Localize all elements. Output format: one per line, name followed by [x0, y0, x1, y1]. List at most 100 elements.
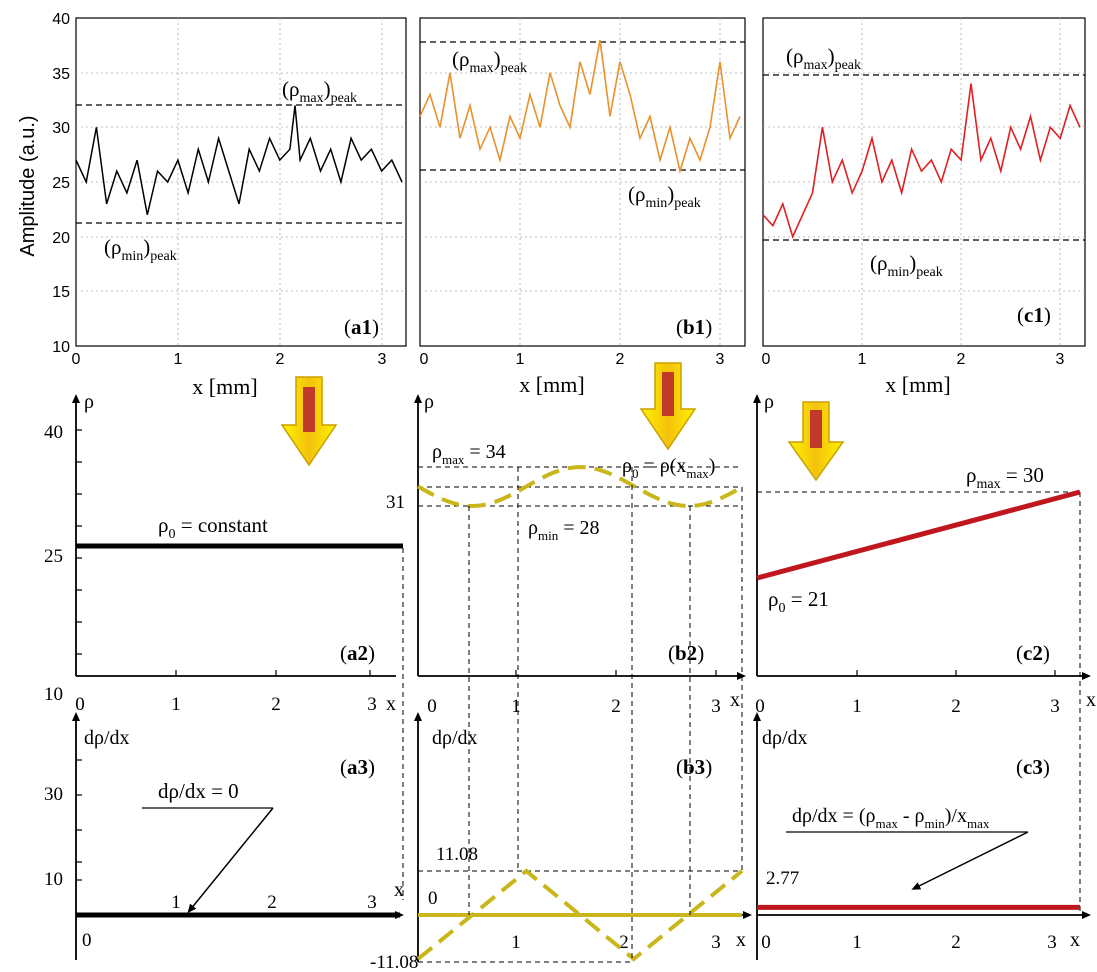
panel-label-b1: (b1) — [676, 315, 712, 339]
panel-a1: 10 15 20 25 30 35 40 0 1 2 3 x [mm] (ρma… — [52, 11, 407, 399]
panel-label-a1: (a1) — [344, 315, 379, 339]
x-tick-0: 0 — [75, 694, 85, 715]
panel-b1: 0 1 2 3 x [mm] (ρmax)peak (ρmin)peak (b1… — [419, 17, 746, 397]
y-tick-15: 15 — [52, 284, 70, 301]
x-axis-label-b3: x — [736, 929, 746, 951]
x-tick-1: 1 — [511, 696, 521, 717]
neg-value-b3: -11.08 — [370, 952, 418, 972]
x-tick-2: 2 — [267, 892, 277, 913]
rho-max-label-b2: ρmax = 34 — [432, 441, 506, 467]
panel-a2: ρ 40 25 10 0 1 2 3 x ρ0 = constant (a2) — [44, 391, 404, 900]
x-tick-1: 1 — [174, 351, 183, 368]
x-tick-2: 2 — [951, 932, 961, 953]
x-tick-1: 1 — [171, 694, 181, 715]
x-tick-2: 2 — [951, 696, 961, 717]
grid-a1 — [76, 18, 406, 346]
rho0-label-c2: ρ0 = 21 — [768, 587, 829, 616]
rho-max-label-c2: ρmax = 30 — [966, 463, 1044, 492]
pos-value-b3: 11.08 — [436, 844, 478, 865]
panel-c1: 0 1 2 3 x [mm] (ρmax)peak (ρmin)peak (c1… — [762, 17, 1086, 397]
panel-label-c3: (c3) — [1016, 755, 1050, 779]
x-tick-1: 1 — [516, 351, 525, 368]
rho-max-peak-label-c1: (ρmax)peak — [786, 44, 861, 73]
grid-b1 — [420, 18, 745, 346]
y-tick-30: 30 — [44, 784, 63, 805]
x-axis-label-a2: x — [386, 693, 396, 715]
panel-c3: dρ/dx 0 1 2 3 x 2.77 dρ/dx = (ρmax - ρmi… — [753, 712, 1091, 960]
zero-value-b3: 0 — [428, 888, 438, 909]
y-tick-0: 0 — [82, 930, 92, 951]
panel-label-c1: (c1) — [1017, 303, 1051, 327]
drho-dx-zero-label: dρ/dx = 0 — [158, 779, 239, 803]
y-tick-40: 40 — [44, 422, 63, 443]
panel-b2: ρ 0 1 2 3 x ρmax = 34 ρ0 = ρ(xmax) ρmin … — [386, 391, 746, 717]
x-axis-label-b1: x [mm] — [519, 372, 584, 397]
down-arrow-icon — [280, 376, 338, 467]
y-axis-label-a3: dρ/dx — [84, 727, 130, 749]
y-tick-10: 10 — [44, 684, 63, 705]
y-tick-30: 30 — [52, 120, 70, 137]
panel-label-a2: (a2) — [340, 641, 375, 665]
x-tick-2: 2 — [276, 351, 285, 368]
x-axis-label-a1: x [mm] — [192, 374, 257, 399]
x-tick-2: 2 — [619, 932, 629, 953]
x-tick-3: 3 — [1056, 351, 1065, 368]
x-tick-0: 0 — [420, 351, 429, 368]
rho-min-peak-label-c1: (ρmin)peak — [870, 251, 943, 280]
x-axis-label-c1: x [mm] — [885, 372, 950, 397]
rho0-label-b2: ρ0 = ρ(xmax) — [622, 455, 715, 481]
x-tick-0: 0 — [755, 696, 765, 717]
y-axis-label-c3: dρ/dx — [762, 727, 808, 749]
rho0-constant-label: ρ0 = constant — [158, 513, 268, 542]
x-tick-2: 2 — [611, 696, 621, 717]
x-tick-1: 1 — [511, 932, 521, 953]
panel-label-b2: (b2) — [668, 641, 704, 665]
x-tick-2: 2 — [616, 351, 625, 368]
x-tick-1: 1 — [852, 932, 862, 953]
x-tick-1: 1 — [858, 351, 867, 368]
x-axis-label-b2: x — [730, 689, 740, 711]
x-tick-0: 0 — [762, 351, 771, 368]
y-tick-20: 20 — [52, 230, 70, 247]
panel-b3: dρ/dx 1 2 3 x 11.08 0 -11.08 (b3) — [370, 712, 752, 972]
b-vertical-guides — [468, 467, 743, 962]
annotation-pointer-a3 — [187, 807, 274, 914]
y-axis-label-c2: ρ — [764, 391, 774, 413]
x-axis-label-c3: x — [1070, 929, 1080, 951]
x-tick-2: 2 — [957, 351, 966, 368]
value-label-c3: 2.77 — [766, 868, 799, 889]
rho-max-peak-label-b1: (ρmax)peak — [452, 47, 527, 76]
y-tick-40: 40 — [52, 11, 70, 28]
rho-max-peak-label-a1: (ρmax)peak — [282, 77, 357, 106]
drho-dx-triangle-curve — [416, 868, 744, 962]
y-axis-label-b3: dρ/dx — [432, 727, 478, 749]
rho-min-label-b2: ρmin = 28 — [528, 517, 600, 543]
x-tick-3: 3 — [711, 696, 721, 717]
x-tick-1: 1 — [852, 696, 862, 717]
x-tick-3: 3 — [378, 351, 387, 368]
x-axis-label-c2: x — [1086, 689, 1096, 711]
y-value-31: 31 — [386, 492, 405, 513]
y-tick-35: 35 — [52, 66, 70, 83]
y-tick-10: 10 — [44, 869, 63, 890]
annotation-pointer-c3 — [911, 831, 1029, 890]
panel-label-c2: (c2) — [1016, 641, 1050, 665]
amplitude-series-a1 — [75, 105, 403, 215]
y-axis-label: Amplitude (a.u.) — [17, 115, 39, 256]
y-axis-label-a2: ρ — [84, 391, 94, 413]
panel-label-b3: (b3) — [676, 755, 712, 779]
y-tick-10: 10 — [52, 339, 70, 356]
amplitude-series-c1 — [762, 83, 1081, 239]
x-axis-label-a3: x — [394, 879, 404, 901]
x-tick-0: 0 — [761, 932, 771, 953]
x-tick-0: 0 — [72, 351, 81, 368]
down-arrow-icon — [787, 401, 845, 482]
x-tick-3: 3 — [1050, 696, 1060, 717]
y-axis-label-b2: ρ — [424, 391, 434, 413]
rho-linear-line — [756, 489, 1081, 581]
rho-min-peak-label-a1: (ρmin)peak — [104, 235, 177, 264]
panel-label-a3: (a3) — [340, 755, 375, 779]
x-tick-3: 3 — [711, 932, 721, 953]
down-arrow-icon — [639, 362, 697, 451]
